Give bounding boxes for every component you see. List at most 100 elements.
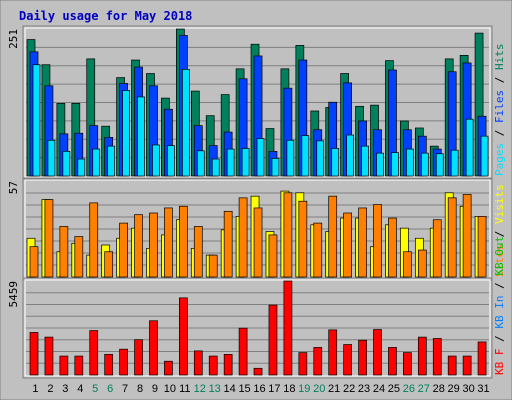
- bar-sites-day-22: [343, 212, 352, 278]
- bar-sites-day-30: [462, 194, 472, 278]
- bar-pages-day-14: [226, 148, 235, 177]
- x-tick-label-day-27: 27: [418, 383, 430, 395]
- bar-sites-day-31: [477, 216, 487, 278]
- bar-sites-day-14: [223, 210, 233, 278]
- bar-sites-day-27: [417, 249, 427, 278]
- legend-separator: /: [493, 276, 506, 296]
- bar-sites-day-19: [298, 200, 308, 278]
- bar-pages-day-28: [435, 153, 444, 177]
- legend-separator: /: [493, 123, 506, 143]
- bar-pages-day-23: [361, 145, 369, 177]
- x-tick-label-day-8: 8: [137, 383, 143, 395]
- bar-kbf-day-10: [164, 360, 173, 376]
- legend-item-kbf: KB F: [493, 349, 506, 376]
- x-tick-label-day-18: 18: [283, 383, 295, 395]
- bar-sites-day-12: [193, 226, 203, 278]
- bar-pages-day-26: [406, 148, 414, 177]
- x-tick-label-day-15: 15: [238, 383, 250, 395]
- bar-kbf-day-12: [193, 350, 203, 376]
- legend-item-files: Files: [493, 90, 506, 123]
- bar-pages-day-6: [107, 145, 116, 177]
- bar-pages-day-10: [167, 145, 175, 177]
- legend-kbytes: KB F / KB In / KB Out: [493, 236, 506, 375]
- bar-kbf-day-13: [208, 355, 218, 376]
- chart-title: Daily usage for May 2018: [19, 9, 192, 23]
- bar-pages-day-12: [196, 150, 205, 177]
- bar-sites-day-4: [74, 236, 84, 278]
- x-tick-label-day-14: 14: [224, 383, 236, 395]
- bar-kbf-day-16: [253, 367, 263, 376]
- legend-item-sites: Sites: [493, 244, 506, 277]
- bar-sites-day-26: [403, 251, 412, 278]
- panel-frame: [22, 277, 493, 379]
- bar-kbf-day-23: [358, 339, 367, 376]
- legend-separator: /: [493, 70, 506, 90]
- x-tick-label-day-6: 6: [107, 383, 113, 395]
- x-axis-day-labels: 1 2 3 4 5 6 7 8 9 10 11 12 13 14 15 16 17 18 19 20 21 22 23 24 2…: [32, 383, 489, 395]
- bar-sites-day-1: [29, 246, 39, 278]
- bar-pages-day-7: [122, 90, 130, 177]
- panel-inner-frame: [24, 279, 491, 377]
- x-tick-label-day-21: 21: [328, 383, 340, 395]
- bar-sites-day-18: [283, 192, 293, 278]
- bar-pages-day-22: [346, 134, 354, 177]
- bar-sites-day-7: [119, 222, 128, 278]
- bar-sites-day-24: [373, 204, 382, 278]
- x-tick-label-day-5: 5: [92, 383, 98, 395]
- bar-sites-day-2: [44, 199, 54, 278]
- x-tick-label-day-20: 20: [313, 383, 325, 395]
- bar-sites-day-11: [179, 205, 188, 278]
- bar-kbf-day-30: [462, 355, 472, 376]
- legend-item-visits: Visits: [493, 184, 506, 224]
- bar-kbf-day-8: [134, 339, 143, 376]
- bar-kbf-day-21: [328, 329, 338, 376]
- bar-sites-day-3: [59, 226, 69, 278]
- x-tick-label-day-2: 2: [47, 383, 53, 395]
- legend-separator: /: [493, 329, 506, 349]
- x-tick-label-day-16: 16: [253, 383, 265, 395]
- bar-kbf-day-28: [432, 338, 442, 376]
- bar-pages-day-19: [301, 135, 310, 177]
- bar-sites-day-20: [313, 222, 323, 278]
- bar-pages-day-30: [465, 118, 474, 177]
- bar-kbf-day-24: [373, 329, 382, 376]
- bar-sites-day-6: [104, 251, 114, 278]
- bar-kbf-day-22: [343, 344, 352, 376]
- x-tick-label-day-22: 22: [343, 383, 355, 395]
- bar-sites-day-23: [358, 207, 367, 278]
- bar-kbf-day-25: [388, 347, 397, 376]
- bar-sites-day-5: [89, 202, 99, 278]
- bar-pages-day-1: [32, 64, 41, 177]
- bar-pages-day-4: [77, 158, 86, 177]
- bar-kbf-day-17: [268, 304, 278, 376]
- bar-kbf-day-2: [44, 336, 54, 376]
- bar-kbf-day-9: [149, 320, 158, 376]
- bar-pages-day-24: [376, 152, 384, 177]
- bar-kbf-day-15: [238, 327, 248, 376]
- bar-sites-day-8: [134, 214, 143, 278]
- bar-kbf-day-27: [417, 336, 427, 376]
- x-tick-label-day-24: 24: [373, 383, 385, 395]
- panel-hits-files-pages: 251 Pages / Files / Hits: [7, 25, 506, 180]
- bar-sites-day-9: [149, 212, 158, 278]
- bar-pages-day-21: [331, 148, 340, 177]
- legend-visits-sites: Sites / Visits: [493, 184, 506, 277]
- bar-pages-day-29: [450, 149, 459, 177]
- bar-kbf-day-14: [223, 353, 233, 376]
- bar-kbf-day-29: [447, 355, 457, 376]
- x-tick-label-day-28: 28: [433, 383, 445, 395]
- x-tick-label-day-7: 7: [122, 383, 128, 395]
- bar-sites-day-15: [238, 197, 248, 278]
- x-tick-label-day-9: 9: [152, 383, 158, 395]
- bar-pages-day-2: [47, 139, 56, 177]
- bar-kbf-day-26: [403, 352, 412, 376]
- x-tick-label-day-11: 11: [179, 383, 190, 395]
- x-tick-label-day-10: 10: [164, 383, 176, 395]
- legend-separator: /: [493, 224, 506, 244]
- y-max-label: 5459: [7, 281, 20, 308]
- bar-kbf-day-7: [119, 348, 128, 376]
- bar-kbf-day-5: [89, 330, 99, 376]
- panel-visits-sites: 57 Sites / Visits: [7, 177, 506, 281]
